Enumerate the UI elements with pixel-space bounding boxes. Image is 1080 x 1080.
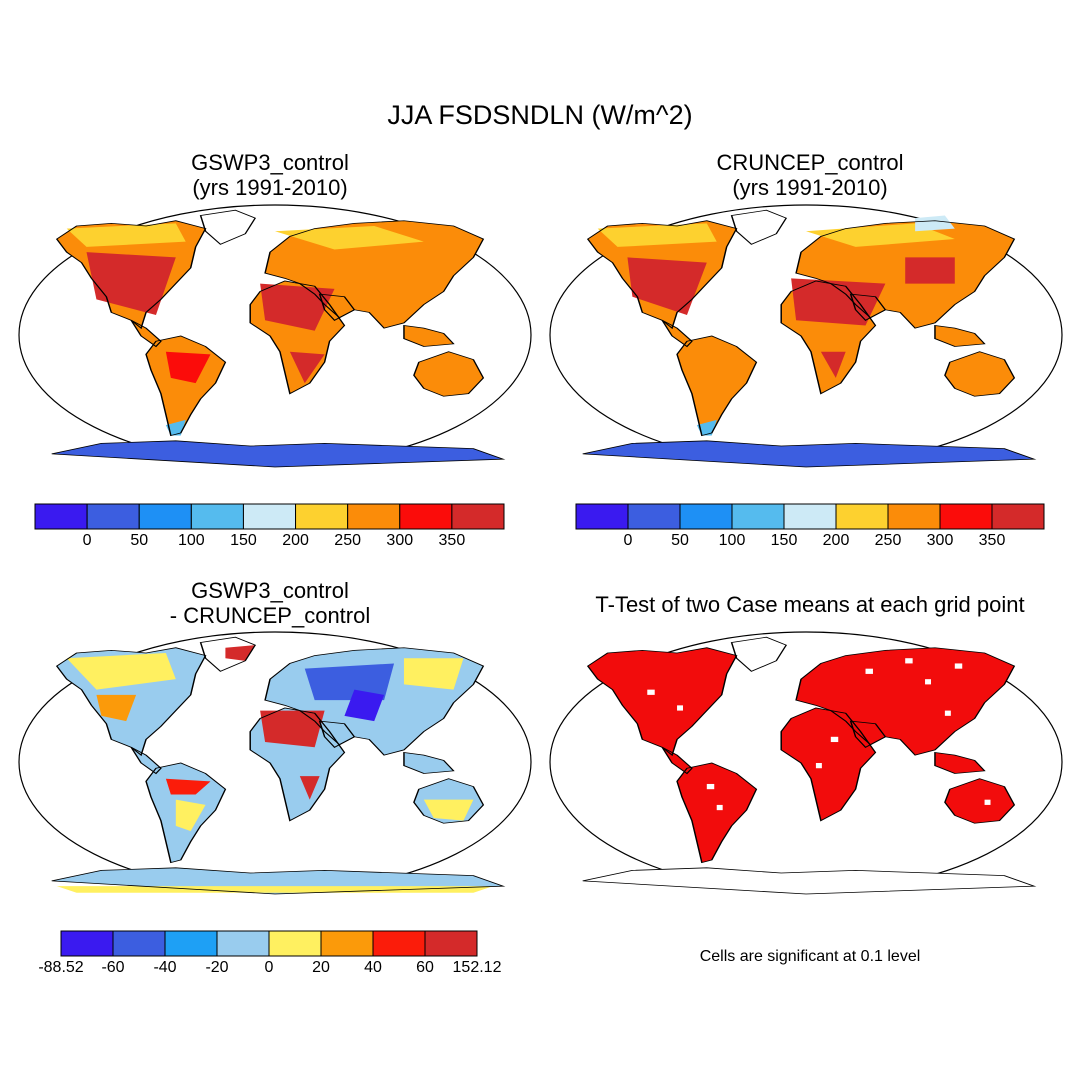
colorbar-diff-tick-label: 20 <box>312 959 330 976</box>
colorbar-cruncep-tick-label: 350 <box>978 532 1006 549</box>
colorbar-gswp3-tick-label: 50 <box>130 532 149 549</box>
colorbar-cruncep-swatch <box>783 503 837 530</box>
colorbar-diff-swatch <box>60 930 114 957</box>
colorbar-gswp3-tick-label: 250 <box>334 532 362 549</box>
colorbar-gswp3-tick-label: 300 <box>386 532 414 549</box>
colorbar-gswp3-tick-label: 200 <box>282 532 309 549</box>
colorbar-gswp3-tick-label: 100 <box>177 532 205 549</box>
colorbar-gswp3-tick-label: 0 <box>82 532 92 549</box>
colorbar-cruncep-swatch <box>835 503 889 530</box>
colorbar-cruncep-swatch <box>627 503 681 530</box>
colorbar-cruncep-tick-label: 150 <box>770 532 798 549</box>
panel-title-diff-line2: - CRUNCEP_control <box>169 603 371 628</box>
colorbar-cruncep-tick-label: 250 <box>874 532 902 549</box>
colorbar-diff-tick-label: 152.12 <box>452 959 502 976</box>
colorbar-cruncep-tick-label: 100 <box>718 532 746 549</box>
colorbar-cruncep-swatch <box>991 503 1045 530</box>
colorbar-gswp3-swatch <box>347 503 401 530</box>
colorbar-diff-swatch <box>164 930 218 957</box>
panel-title-diff-line1: GSWP3_control <box>191 578 349 603</box>
colorbar-cruncep-swatch <box>887 503 941 530</box>
colorbar-cruncep-tick-label: 300 <box>926 532 954 549</box>
colorbar-diff-tick-label: -20 <box>205 959 229 976</box>
panel-title-ttest: T-Test of two Case means at each grid po… <box>555 592 1065 617</box>
colorbar-cruncep-swatch <box>575 503 629 530</box>
colorbar-gswp3-swatch <box>86 503 140 530</box>
panel-title-cruncep: CRUNCEP_control (yrs 1991-2010) <box>660 150 960 200</box>
colorbar-cruncep-tick-label: 0 <box>623 532 633 549</box>
colorbar-gswp3-swatch <box>295 503 349 530</box>
colorbar-gswp3-swatch <box>138 503 192 530</box>
colorbar-cruncep-swatch <box>679 503 733 530</box>
colorbar-diff-swatch <box>216 930 270 957</box>
colorbar-gswp3-swatch <box>34 503 88 530</box>
colorbar-diff-swatch <box>372 930 426 957</box>
colorbar-diff <box>60 930 478 957</box>
colorbar-diff-tick-label: 0 <box>264 959 274 976</box>
panel-title-ttest-line1: T-Test of two Case means at each grid po… <box>595 592 1025 617</box>
colorbar-gswp3-swatch <box>399 503 453 530</box>
colorbar-diff-swatch <box>112 930 166 957</box>
colorbar-diff-tick-label: 40 <box>364 959 382 976</box>
panel-title-gswp3-line1: GSWP3_control <box>191 150 349 175</box>
significance-note: Cells are significant at 0.1 level <box>699 948 921 965</box>
main-title: JJA FSDSNDLN (W/m^2) <box>387 100 693 130</box>
colorbar-diff-tick-label: -60 <box>101 959 125 976</box>
panel-title-cruncep-line2: (yrs 1991-2010) <box>732 175 888 200</box>
colorbar-gswp3-swatch <box>242 503 297 530</box>
panel-title-cruncep-line1: CRUNCEP_control <box>716 150 904 175</box>
map-cruncep <box>550 205 1062 467</box>
colorbar-cruncep-swatch <box>939 503 993 530</box>
panel-title-diff: GSWP3_control - CRUNCEP_control <box>120 578 420 628</box>
colorbar-cruncep <box>575 503 1045 530</box>
colorbar-diff-swatch <box>320 930 374 957</box>
colorbar-cruncep-tick-label: 200 <box>822 532 850 549</box>
colorbar-gswp3-tick-label: 350 <box>438 532 466 549</box>
colorbar-cruncep-swatch <box>731 503 785 530</box>
colorbar-cruncep-tick-label: 50 <box>671 532 689 549</box>
map-gswp3 <box>19 205 531 467</box>
colorbar-diff-swatch <box>268 930 322 957</box>
panel-title-gswp3-line2: (yrs 1991-2010) <box>192 175 348 200</box>
colorbar-diff-tick-label: -40 <box>153 959 177 976</box>
colorbar-gswp3-swatch <box>190 503 244 530</box>
panel-title-gswp3: GSWP3_control (yrs 1991-2010) <box>120 150 420 200</box>
colorbar-diff-tick-label: -88.52 <box>38 959 84 976</box>
colorbar-gswp3 <box>34 503 505 530</box>
colorbar-diff-swatch <box>424 930 478 957</box>
colorbar-diff-tick-label: 60 <box>416 959 434 976</box>
colorbar-gswp3-swatch <box>451 503 505 530</box>
map-ttest <box>550 632 1062 894</box>
map-diff <box>19 632 531 894</box>
colorbar-gswp3-tick-label: 150 <box>230 532 257 549</box>
